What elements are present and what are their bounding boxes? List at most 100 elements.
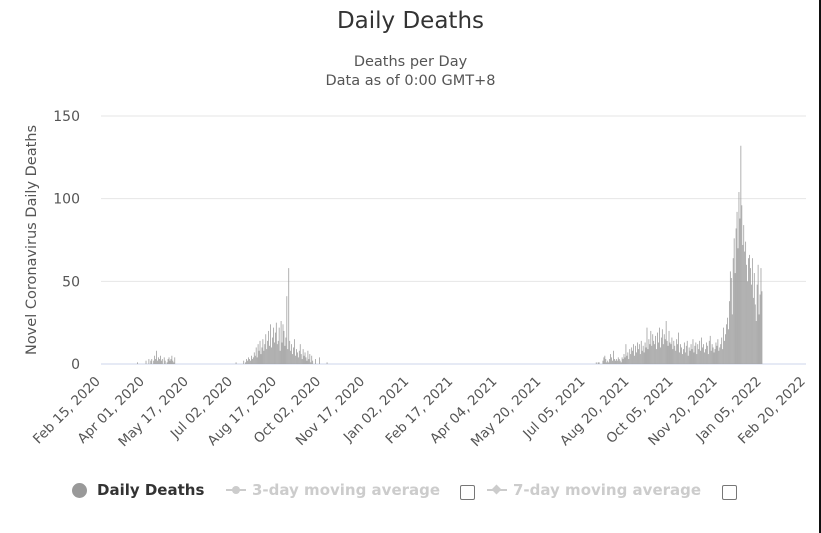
bar[interactable] bbox=[169, 360, 171, 364]
bar[interactable] bbox=[633, 344, 634, 364]
bar[interactable] bbox=[713, 352, 715, 364]
bar[interactable] bbox=[742, 244, 744, 364]
bar[interactable] bbox=[669, 342, 671, 364]
bar[interactable] bbox=[173, 362, 175, 364]
bar[interactable] bbox=[160, 355, 161, 364]
bar[interactable] bbox=[700, 350, 702, 364]
bar[interactable] bbox=[655, 335, 656, 364]
bar[interactable] bbox=[614, 359, 615, 364]
bar[interactable] bbox=[692, 339, 694, 364]
bar[interactable] bbox=[639, 354, 641, 364]
bar[interactable] bbox=[613, 350, 614, 364]
bar[interactable] bbox=[279, 350, 281, 364]
bar[interactable] bbox=[746, 264, 747, 364]
bar[interactable] bbox=[172, 360, 174, 364]
bar[interactable] bbox=[311, 355, 313, 364]
bar[interactable] bbox=[752, 297, 754, 364]
bar[interactable] bbox=[319, 357, 320, 364]
bar[interactable] bbox=[652, 334, 654, 364]
bar[interactable] bbox=[722, 349, 724, 364]
bar[interactable] bbox=[715, 342, 717, 364]
bar[interactable] bbox=[309, 354, 311, 364]
bar[interactable] bbox=[699, 340, 701, 364]
bar[interactable] bbox=[283, 330, 285, 364]
bar[interactable] bbox=[706, 342, 707, 364]
bar[interactable] bbox=[606, 362, 608, 364]
bar[interactable] bbox=[743, 225, 745, 364]
bar[interactable] bbox=[716, 345, 718, 364]
bar[interactable] bbox=[611, 357, 612, 364]
bar[interactable] bbox=[649, 344, 651, 364]
bar[interactable] bbox=[253, 352, 255, 364]
bar[interactable] bbox=[168, 357, 170, 364]
bar[interactable] bbox=[754, 304, 756, 364]
bar[interactable] bbox=[756, 284, 758, 364]
bar[interactable] bbox=[648, 339, 650, 364]
bar[interactable] bbox=[291, 344, 292, 364]
bar[interactable] bbox=[755, 321, 757, 364]
bar[interactable] bbox=[727, 317, 728, 364]
bar[interactable] bbox=[622, 359, 624, 364]
bar[interactable] bbox=[646, 327, 648, 364]
bar[interactable] bbox=[286, 296, 288, 364]
bar[interactable] bbox=[304, 352, 306, 364]
bar[interactable] bbox=[744, 251, 746, 364]
bar[interactable] bbox=[617, 357, 619, 364]
bar[interactable] bbox=[609, 359, 611, 364]
bar[interactable] bbox=[654, 344, 656, 364]
bar[interactable] bbox=[638, 344, 640, 364]
bar[interactable] bbox=[714, 349, 716, 364]
bar[interactable] bbox=[726, 324, 727, 364]
bar[interactable] bbox=[684, 352, 686, 364]
bar[interactable] bbox=[728, 301, 730, 364]
bar[interactable] bbox=[271, 347, 272, 364]
bar[interactable] bbox=[687, 355, 689, 364]
bar[interactable] bbox=[725, 334, 726, 364]
bar[interactable] bbox=[637, 342, 638, 364]
bar[interactable] bbox=[694, 345, 696, 364]
bar[interactable] bbox=[674, 345, 676, 364]
bar[interactable] bbox=[757, 264, 759, 364]
bar[interactable] bbox=[629, 349, 631, 364]
bar[interactable] bbox=[665, 321, 667, 364]
bar[interactable] bbox=[278, 327, 280, 364]
bar[interactable] bbox=[732, 258, 734, 364]
bar[interactable] bbox=[167, 359, 169, 364]
bar[interactable] bbox=[602, 360, 604, 364]
bar[interactable] bbox=[685, 345, 687, 364]
bar[interactable] bbox=[137, 362, 138, 364]
bar[interactable] bbox=[698, 349, 700, 364]
bar[interactable] bbox=[161, 359, 163, 364]
bar[interactable] bbox=[661, 329, 663, 364]
bar[interactable] bbox=[693, 352, 695, 364]
bar[interactable] bbox=[595, 362, 597, 364]
bar[interactable] bbox=[625, 344, 627, 364]
bar[interactable] bbox=[604, 355, 606, 364]
bar[interactable] bbox=[738, 192, 740, 364]
bar[interactable] bbox=[315, 359, 316, 364]
legend-item-7-day-average[interactable]: 7-day moving average bbox=[487, 479, 701, 501]
bar[interactable] bbox=[670, 344, 672, 364]
bar[interactable] bbox=[718, 350, 720, 364]
bar[interactable] bbox=[737, 248, 739, 364]
bar[interactable] bbox=[706, 345, 708, 364]
bar[interactable] bbox=[289, 340, 291, 364]
bar[interactable] bbox=[731, 314, 733, 364]
bar[interactable] bbox=[296, 352, 298, 364]
bar[interactable] bbox=[249, 359, 250, 364]
bar[interactable] bbox=[243, 360, 245, 364]
bar[interactable] bbox=[153, 360, 155, 364]
bar[interactable] bbox=[682, 354, 683, 364]
bar[interactable] bbox=[627, 352, 629, 364]
bar[interactable] bbox=[615, 360, 616, 364]
bar[interactable] bbox=[747, 281, 748, 364]
bar[interactable] bbox=[695, 342, 697, 364]
bar[interactable] bbox=[155, 359, 156, 364]
bar[interactable] bbox=[303, 355, 305, 364]
bar[interactable] bbox=[295, 355, 296, 364]
bar[interactable] bbox=[308, 359, 310, 364]
bar[interactable] bbox=[729, 271, 731, 364]
bar[interactable] bbox=[300, 354, 302, 364]
bar[interactable] bbox=[597, 362, 599, 364]
bar[interactable] bbox=[753, 273, 755, 364]
